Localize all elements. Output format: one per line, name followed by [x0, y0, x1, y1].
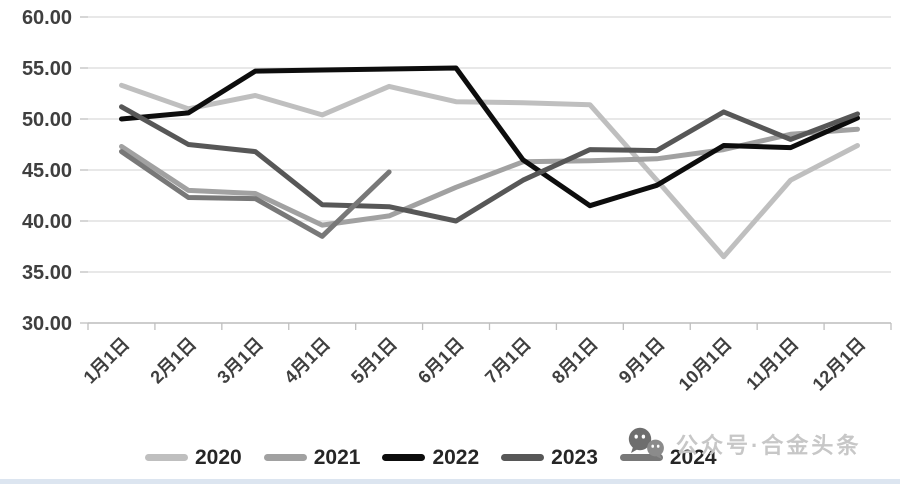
legend-item-2020: 2020 — [145, 447, 242, 468]
y-axis-label: 40.00 — [22, 211, 72, 233]
legend-swatch-2024 — [619, 454, 663, 461]
series-line-2022 — [119, 65, 860, 209]
x-axis-label: 10月1日 — [675, 334, 736, 395]
legend-label-2021: 2021 — [313, 446, 361, 469]
bottom-strip — [0, 479, 900, 484]
legend-item-2021: 2021 — [263, 446, 361, 469]
y-axis-label: 30.00 — [22, 313, 72, 335]
legend-label-2020: 2020 — [195, 446, 242, 469]
series-line-2023 — [119, 104, 860, 224]
y-axis-label: 55.00 — [22, 58, 72, 80]
legend-label-2023: 2023 — [551, 446, 598, 469]
x-axis-label: 1月1日 — [80, 334, 134, 388]
y-axis-label: 60.00 — [22, 7, 72, 29]
legend-item-2023: 2023 — [501, 447, 598, 468]
x-axis-label: 2月1日 — [146, 334, 200, 388]
chart-legend: 2020 2021 2022 2023 2024 — [145, 447, 717, 468]
y-axis-label: 50.00 — [22, 109, 72, 131]
legend-swatch-2023 — [501, 454, 545, 461]
x-axis-label: 5月1日 — [347, 334, 401, 388]
y-axis-label: 45.00 — [22, 160, 72, 182]
legend-swatch-2020 — [145, 454, 188, 461]
series-line-2021 — [119, 126, 860, 228]
x-axis-label: 11月1日 — [742, 334, 802, 394]
legend-label-2022: 2022 — [432, 446, 480, 469]
legend-swatch-2022 — [382, 454, 426, 461]
x-axis-label: 8月1日 — [548, 334, 602, 388]
x-axis-label: 6月1日 — [414, 334, 468, 388]
x-axis-label: 4月1日 — [280, 334, 334, 388]
chart-svg: 60.00 55.00 50.00 45.00 40.00 35.00 30.00 1月1日 2… — [22, 7, 892, 395]
legend-swatch-2021 — [263, 454, 307, 461]
x-axis-label: 9月1日 — [615, 334, 669, 388]
legend-label-2024: 2024 — [669, 446, 717, 469]
legend-item-2024: 2024 — [619, 446, 717, 469]
x-axis-label: 7月1日 — [481, 334, 535, 388]
x-axis-label: 12月1日 — [809, 334, 870, 395]
x-axis-label: 3月1日 — [213, 334, 267, 388]
series-line-2020 — [119, 82, 860, 260]
series-line-2024 — [119, 149, 392, 239]
y-axis-label: 35.00 — [22, 262, 72, 284]
legend-item-2022: 2022 — [382, 447, 479, 468]
